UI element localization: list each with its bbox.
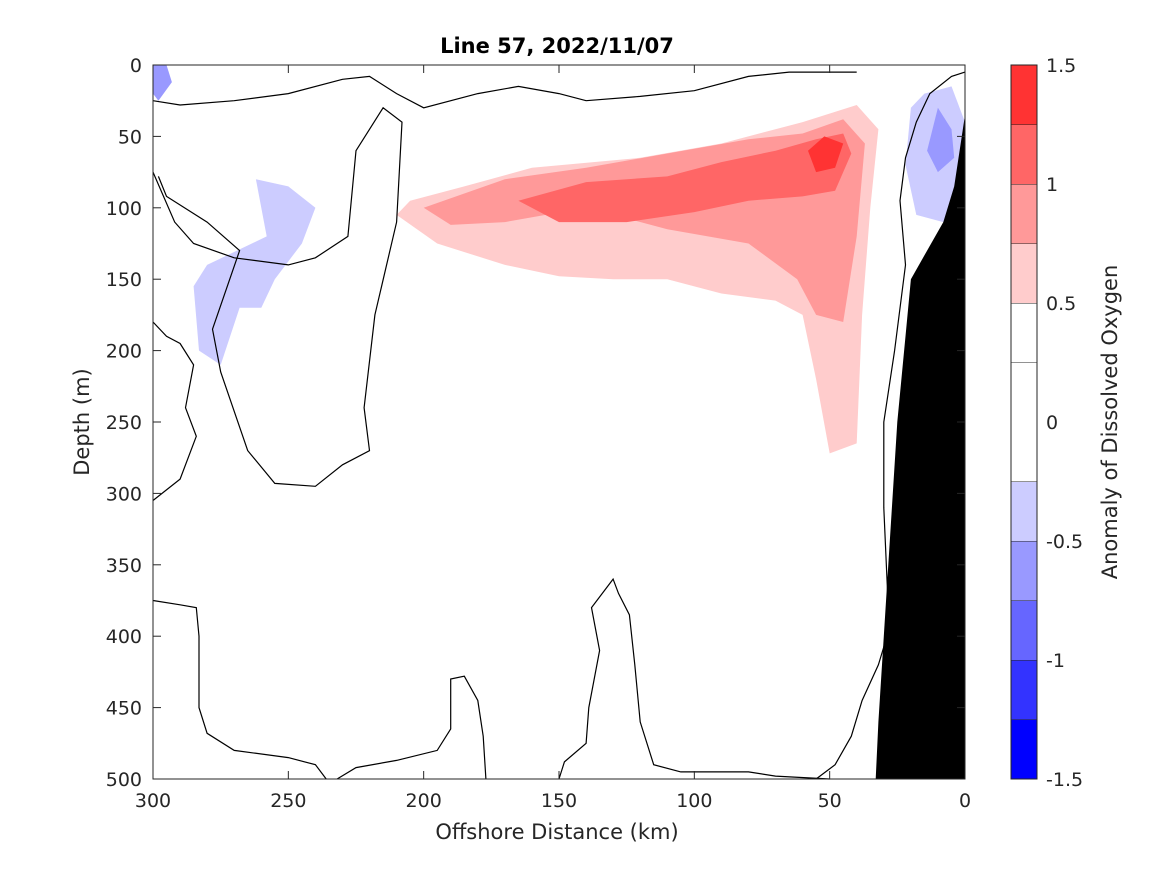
colorbar-tick-label: -0.5 xyxy=(1046,531,1083,553)
colorbar-segment xyxy=(1011,362,1037,482)
colorbar-segment xyxy=(1011,124,1037,184)
plot-area xyxy=(152,64,966,780)
contour-region xyxy=(927,107,955,173)
colorbar-segment xyxy=(1011,719,1037,779)
colorbar-segment xyxy=(1011,541,1037,601)
colorbar-segment xyxy=(1011,660,1037,720)
y-axis-label: Depth (m) xyxy=(70,368,94,475)
zero-contour-line xyxy=(152,106,403,487)
colorbar-tick-label: 1.5 xyxy=(1046,55,1076,77)
colorbar-tick-label: -1.5 xyxy=(1046,769,1083,791)
colorbar-tick-label: 0.5 xyxy=(1046,293,1076,315)
y-tick-label: 400 xyxy=(106,626,142,648)
x-tick-label: 100 xyxy=(676,790,712,812)
colorbar-segment xyxy=(1011,65,1037,125)
colorbar-segment xyxy=(1011,243,1037,303)
y-tick-label: 50 xyxy=(118,126,142,148)
contour-region xyxy=(188,119,262,215)
zero-contour-line xyxy=(558,577,830,780)
colorbar-label: Anomaly of Dissolved Oxygen xyxy=(1098,265,1122,580)
y-tick-label: 350 xyxy=(106,555,142,577)
x-axis: 300 250 200 150 100 50 0 xyxy=(135,65,971,812)
colorbar: 1.5 1 0.5 0 -0.5 -1 -1.5 xyxy=(1010,55,1083,791)
contour-region xyxy=(153,393,172,472)
contour-region xyxy=(193,179,316,365)
y-tick-label: 450 xyxy=(106,698,142,720)
x-tick-label: 0 xyxy=(959,790,971,812)
seafloor-mask xyxy=(875,115,965,779)
y-tick-label: 200 xyxy=(106,341,142,363)
y-tick-label: 250 xyxy=(106,412,142,434)
x-tick-label: 50 xyxy=(818,790,842,812)
y-axis: 0 50 100 150 200 250 300 350 400 450 500 xyxy=(106,55,965,791)
y-tick-label: 0 xyxy=(130,55,142,77)
contour-fills xyxy=(153,65,965,594)
colorbar-frame xyxy=(1010,64,1038,780)
contour-region xyxy=(518,571,541,594)
x-tick-label: 250 xyxy=(270,790,306,812)
colorbar-segment xyxy=(1011,303,1037,363)
contour-region xyxy=(402,407,419,422)
zero-contour-line xyxy=(152,71,857,109)
x-tick-label: 300 xyxy=(135,790,171,812)
y-tick-label: 300 xyxy=(106,483,142,505)
zero-contour-lines xyxy=(152,71,966,780)
zero-contour-line xyxy=(152,599,327,780)
colorbar-tick-label: 1 xyxy=(1046,174,1058,196)
contour-region xyxy=(153,65,172,101)
y-tick-label: 100 xyxy=(106,198,142,220)
x-axis-label: Offshore Distance (km) xyxy=(435,820,678,844)
colorbar-segment xyxy=(1011,600,1037,660)
y-tick-label: 150 xyxy=(106,269,142,291)
contour-region xyxy=(518,133,852,223)
x-tick-label: 150 xyxy=(541,790,577,812)
colorbar-segment xyxy=(1011,481,1037,541)
colorbar-segment xyxy=(1011,184,1037,244)
colorbar-tick-label: -1 xyxy=(1046,650,1065,672)
chart-title: Line 57, 2022/11/07 xyxy=(440,34,674,58)
bathymetry xyxy=(875,115,965,779)
contour-region xyxy=(808,136,844,173)
zero-contour-line xyxy=(152,321,197,501)
colorbar-tick-label: 0 xyxy=(1046,412,1058,434)
x-tick-label: 200 xyxy=(406,790,442,812)
y-tick-label: 500 xyxy=(106,769,142,791)
zero-contour-line xyxy=(336,675,487,780)
zero-contour-line xyxy=(815,71,966,780)
